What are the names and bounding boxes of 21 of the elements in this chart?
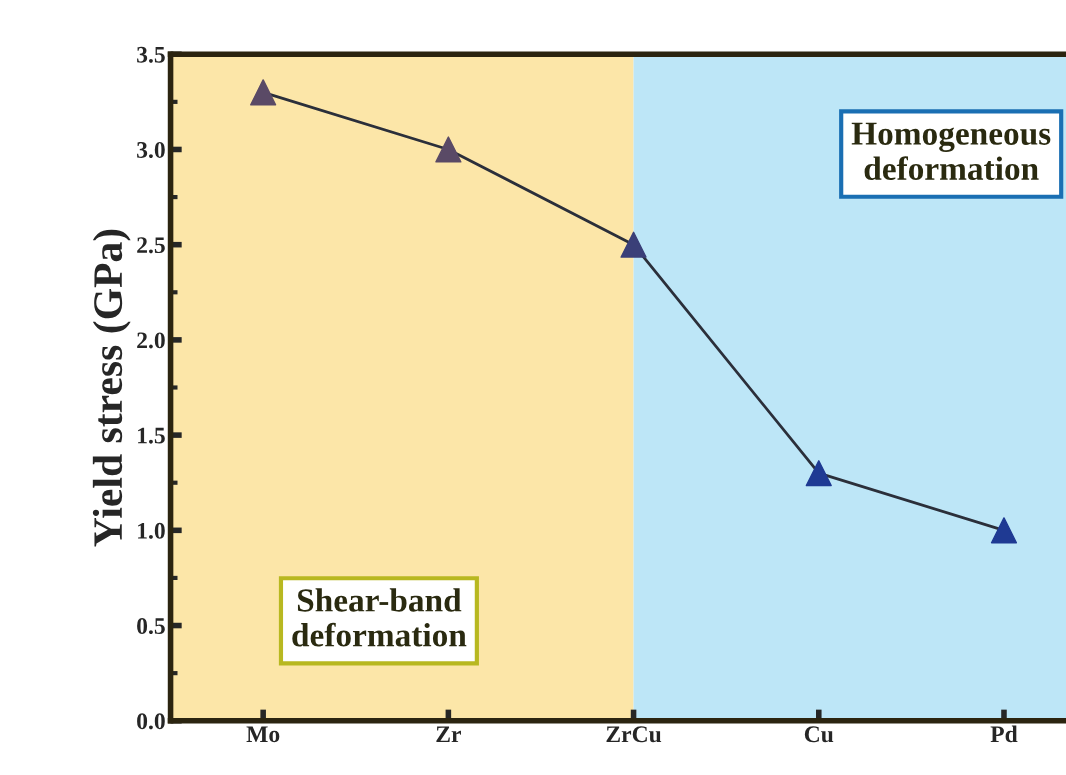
- point: [805, 460, 832, 487]
- x-tick-label: Mo: [246, 726, 280, 743]
- band-label: Homogeneous deformation: [851, 122, 1051, 180]
- y-tick-label: 3.0: [137, 141, 165, 158]
- y-tick-label: 2.0: [137, 332, 165, 349]
- band-label: Shear-band deformation: [292, 588, 467, 647]
- y-tick-label: 3.5: [137, 46, 165, 63]
- point: [990, 517, 1018, 544]
- y-tick-label: 0.0: [137, 713, 165, 730]
- x-tick-label: Pd: [990, 725, 1018, 743]
- x-tick-label: ZrCu: [606, 726, 662, 743]
- x-tick-label: Zr: [436, 726, 461, 742]
- y-tick-label: 1.0: [138, 522, 165, 539]
- point: [250, 79, 277, 106]
- x-tick-label: Cu: [804, 726, 834, 743]
- y-tick-label: 1.5: [138, 427, 165, 444]
- y-tick-label: 0.5: [137, 618, 165, 635]
- point: [435, 136, 462, 163]
- y-axis-title: Yield stress (GPa): [92, 229, 131, 547]
- point: [620, 231, 647, 258]
- y-tick-label: 2.5: [137, 237, 165, 254]
